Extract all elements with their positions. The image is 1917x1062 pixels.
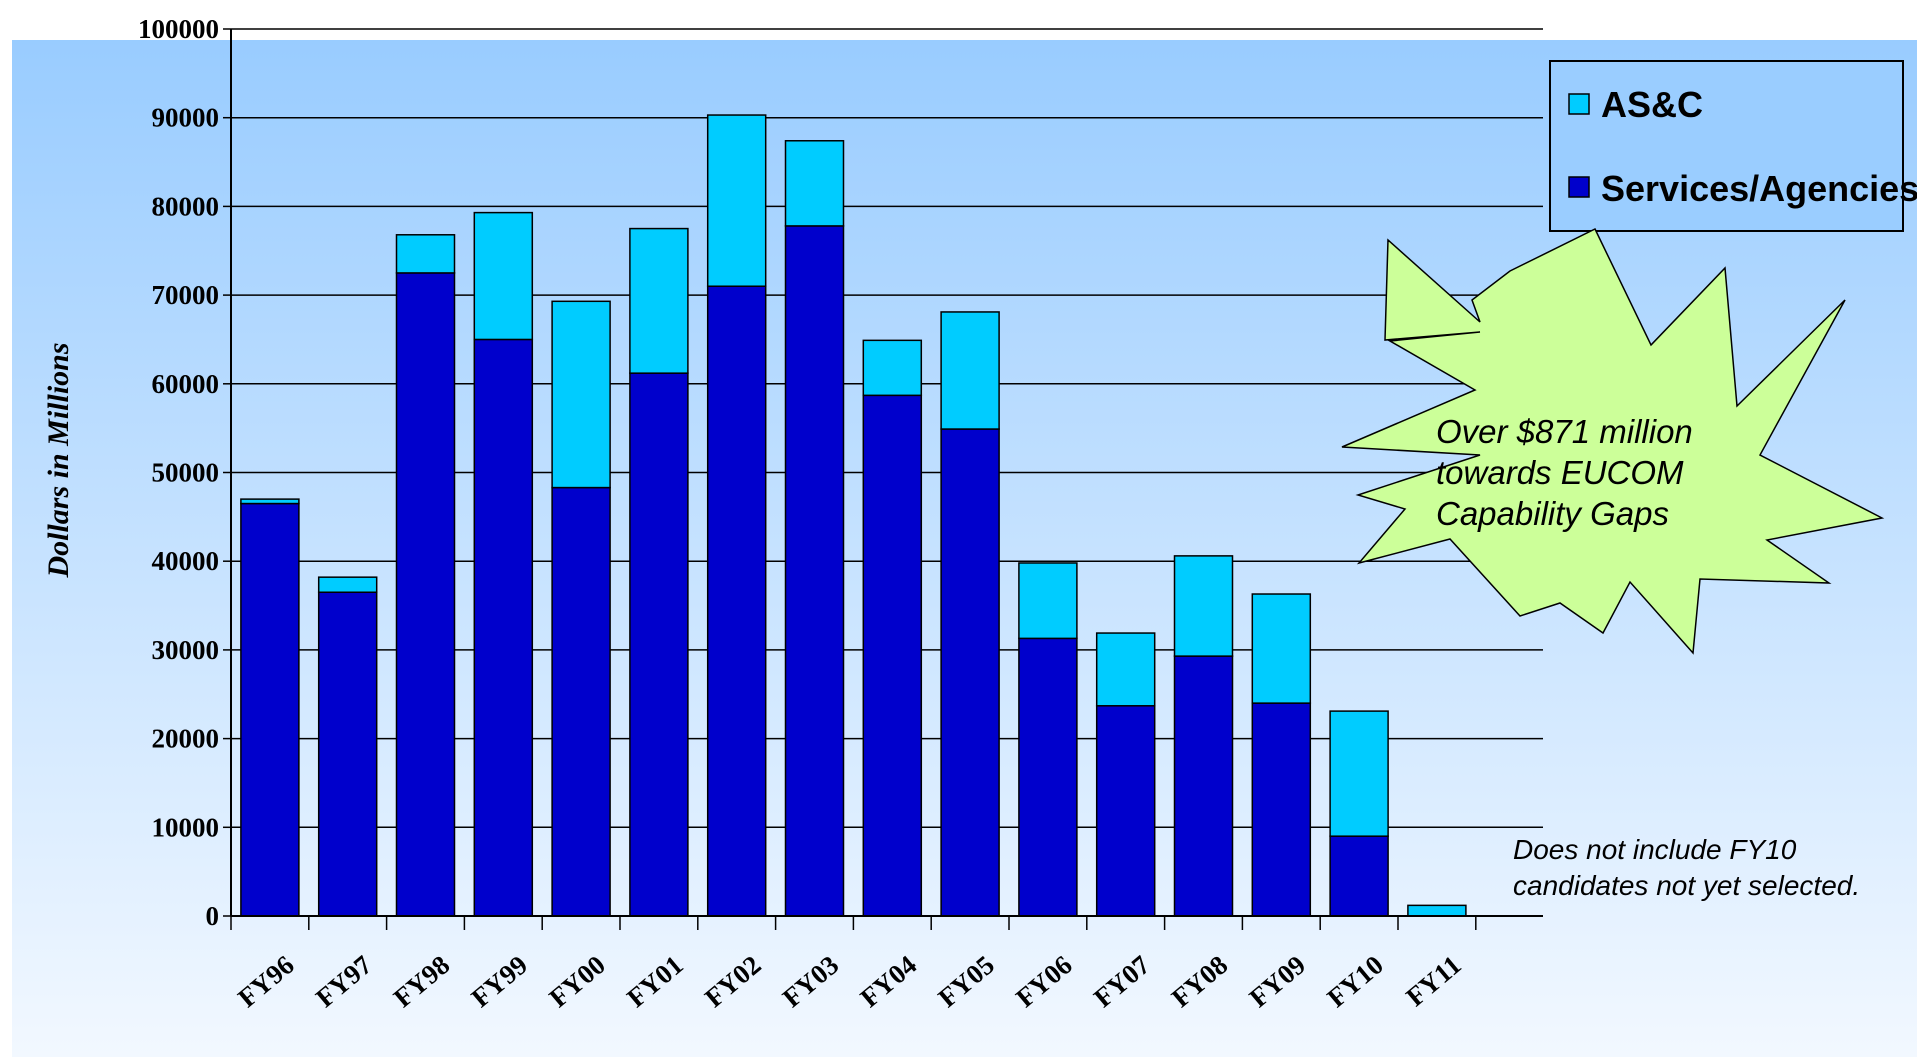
footnote-line-1: Does not include FY10 [1513, 834, 1797, 865]
bar-asc-fy97 [317, 576, 378, 593]
bar-services-agencies-fy02 [706, 285, 767, 917]
bar-services-agencies-fy03 [784, 225, 845, 917]
legend-swatch-asc [1568, 93, 1590, 115]
y-tick-label: 100000 [138, 14, 219, 44]
bar-services-agencies-fy09 [1251, 702, 1312, 917]
footnote: Does not include FY10 candidates not yet… [1513, 834, 1860, 901]
bar-asc-fy02 [706, 114, 767, 287]
callout-burst: Over $871 million towards EUCOM Capabili… [1341, 227, 1885, 655]
legend-label-services: Services/Agencies [1601, 168, 1917, 209]
starburst-shape [1341, 227, 1885, 655]
bar-asc-fy04 [862, 339, 923, 397]
y-tick-label: 50000 [152, 458, 220, 488]
bar-services-agencies-fy98 [395, 272, 456, 917]
bar-services-agencies-fy05 [940, 428, 1000, 917]
bar-asc-fy07 [1095, 632, 1156, 707]
y-tick-label: 80000 [152, 191, 220, 221]
footnote-line-2: candidates not yet selected. [1513, 870, 1860, 901]
bar-services-agencies-fy97 [317, 591, 378, 917]
bar-services-agencies-fy01 [629, 372, 689, 917]
bar-services-agencies-fy04 [862, 394, 923, 917]
y-tick-label: 40000 [152, 546, 220, 576]
bar-asc-fy06 [1018, 562, 1078, 640]
legend: AS&C Services/Agencies [1549, 60, 1917, 232]
y-tick-label: 20000 [152, 724, 220, 754]
callout-line-3: Capability Gaps [1436, 495, 1669, 532]
y-axis-label: Dollars in Millions [42, 342, 75, 578]
bar-asc-fy09 [1251, 593, 1312, 704]
bar-asc-fy96 [240, 498, 300, 505]
bar-asc-fy11 [1407, 904, 1467, 917]
bar-services-agencies-fy08 [1173, 655, 1234, 917]
y-tick-label: 30000 [152, 635, 220, 665]
bar-asc-fy08 [1173, 555, 1234, 657]
legend-box [1549, 60, 1904, 232]
bar-services-agencies-fy10 [1329, 835, 1389, 917]
bar-services-agencies-fy07 [1095, 705, 1156, 917]
bar-asc-fy10 [1329, 710, 1389, 837]
bar-asc-fy01 [629, 227, 689, 374]
bar-asc-fy03 [784, 140, 845, 227]
axes [230, 29, 1543, 930]
y-tick-label: 70000 [152, 280, 220, 310]
legend-swatch-services [1568, 176, 1590, 198]
y-tick-label: 10000 [152, 812, 220, 842]
bar-services-agencies-fy06 [1018, 637, 1078, 917]
bar-asc-fy99 [473, 211, 534, 341]
y-tick-label: 0 [206, 901, 220, 931]
legend-label-asc: AS&C [1601, 84, 1703, 125]
bar-asc-fy05 [940, 311, 1000, 430]
callout-line-2: towards EUCOM [1436, 454, 1684, 491]
callout-line-1: Over $871 million [1436, 413, 1693, 450]
bar-asc-fy98 [395, 234, 456, 274]
bar-services-agencies-fy00 [551, 486, 611, 917]
y-tick-label: 90000 [152, 103, 220, 133]
y-tick-labels: 0 10000 20000 30000 40000 50000 60000 70000 8000… [138, 14, 219, 931]
y-tick-label: 60000 [152, 369, 220, 399]
bar-services-agencies-fy99 [473, 338, 534, 917]
bar-asc-fy00 [551, 300, 611, 489]
bar-services-agencies-fy96 [240, 502, 300, 917]
bars [240, 114, 1467, 917]
